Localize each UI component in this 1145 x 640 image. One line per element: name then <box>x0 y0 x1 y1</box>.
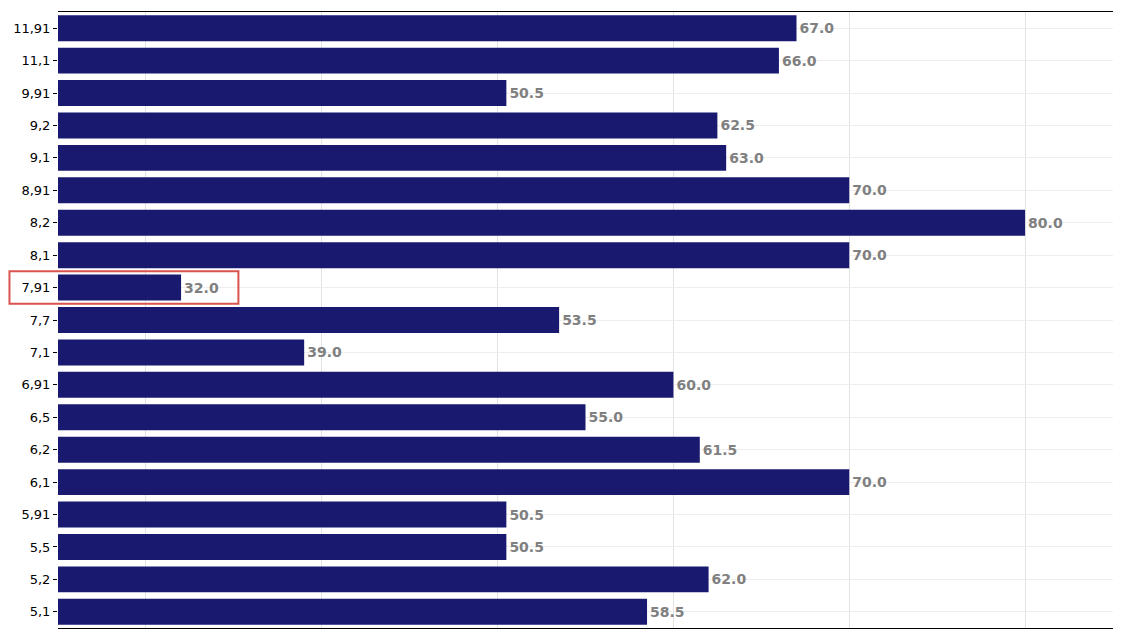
svg-text:5,5: 5,5 <box>30 540 51 555</box>
svg-text:62.0: 62.0 <box>712 571 747 587</box>
svg-text:9,2: 9,2 <box>30 118 51 133</box>
svg-text:7,91: 7,91 <box>21 280 50 295</box>
svg-text:5,2: 5,2 <box>30 572 51 587</box>
svg-text:6,91: 6,91 <box>21 377 50 392</box>
svg-text:50.5: 50.5 <box>509 507 544 523</box>
svg-text:39.0: 39.0 <box>307 344 342 360</box>
svg-text:9,1: 9,1 <box>30 150 51 165</box>
svg-text:11,91: 11,91 <box>13 21 50 36</box>
svg-text:61.5: 61.5 <box>703 442 738 458</box>
svg-text:70.0: 70.0 <box>852 247 887 263</box>
svg-text:50.5: 50.5 <box>509 539 544 555</box>
svg-text:60.0: 60.0 <box>676 377 711 393</box>
svg-text:50.5: 50.5 <box>509 85 544 101</box>
svg-text:6,5: 6,5 <box>30 410 51 425</box>
svg-text:7,1: 7,1 <box>30 345 51 360</box>
svg-text:11,1: 11,1 <box>21 53 50 68</box>
svg-text:8,1: 8,1 <box>30 248 51 263</box>
svg-text:53.5: 53.5 <box>562 312 597 328</box>
svg-text:8,91: 8,91 <box>21 183 50 198</box>
svg-text:63.0: 63.0 <box>729 150 764 166</box>
svg-text:8,2: 8,2 <box>30 215 51 230</box>
svg-text:66.0: 66.0 <box>782 53 817 69</box>
svg-text:67.0: 67.0 <box>800 20 835 36</box>
svg-text:32.0: 32.0 <box>184 280 219 296</box>
svg-text:55.0: 55.0 <box>589 409 624 425</box>
svg-text:62.5: 62.5 <box>720 117 755 133</box>
svg-text:70.0: 70.0 <box>852 182 887 198</box>
svg-text:6,1: 6,1 <box>30 475 51 490</box>
svg-text:6,2: 6,2 <box>30 442 51 457</box>
svg-text:80.0: 80.0 <box>1028 215 1063 231</box>
svg-text:5,91: 5,91 <box>21 507 50 522</box>
svg-text:9,91: 9,91 <box>21 86 50 101</box>
svg-text:7,7: 7,7 <box>30 313 51 328</box>
svg-text:58.5: 58.5 <box>650 604 685 620</box>
svg-text:70.0: 70.0 <box>852 474 887 490</box>
svg-text:5,1: 5,1 <box>30 604 51 619</box>
